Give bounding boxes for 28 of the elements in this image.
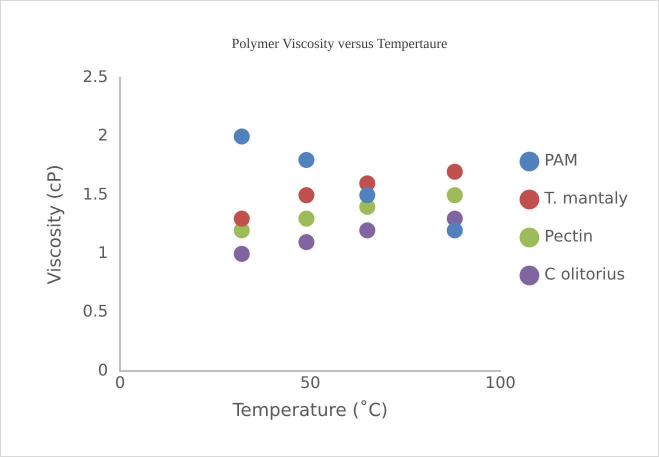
legend-label: PAM — [544, 150, 578, 170]
legend-label: C olitorius — [544, 264, 625, 284]
y-tick-label: 0 — [98, 360, 108, 380]
x-tick-label: 50 — [300, 372, 320, 392]
point — [298, 187, 314, 204]
point — [446, 164, 463, 180]
point — [234, 210, 250, 227]
point — [234, 128, 250, 144]
y-tick-label: 2.5 — [82, 66, 108, 86]
x-tick-label: 0 — [114, 372, 126, 392]
point — [298, 152, 314, 168]
chart-title: Polymer Viscosity versus Tempertaure — [232, 37, 448, 52]
y-tick-label: 1 — [98, 242, 108, 262]
y-tick-label: 2 — [98, 126, 108, 145]
legend-label: Pectin — [544, 226, 594, 246]
point — [298, 234, 314, 250]
x-tick-label: 100 — [485, 372, 516, 392]
point — [234, 246, 250, 262]
point — [359, 222, 376, 238]
legend-label: T. mantaly — [543, 188, 628, 208]
point — [359, 187, 376, 204]
point — [446, 187, 463, 204]
y-axis-title: Viscosity (cP) — [44, 164, 66, 284]
point — [298, 210, 314, 227]
point — [446, 222, 463, 238]
x-axis-title: Temperature (˚C) — [232, 400, 388, 421]
y-tick-label: 1.5 — [82, 184, 108, 204]
y-tick-label: 0.5 — [82, 302, 108, 321]
